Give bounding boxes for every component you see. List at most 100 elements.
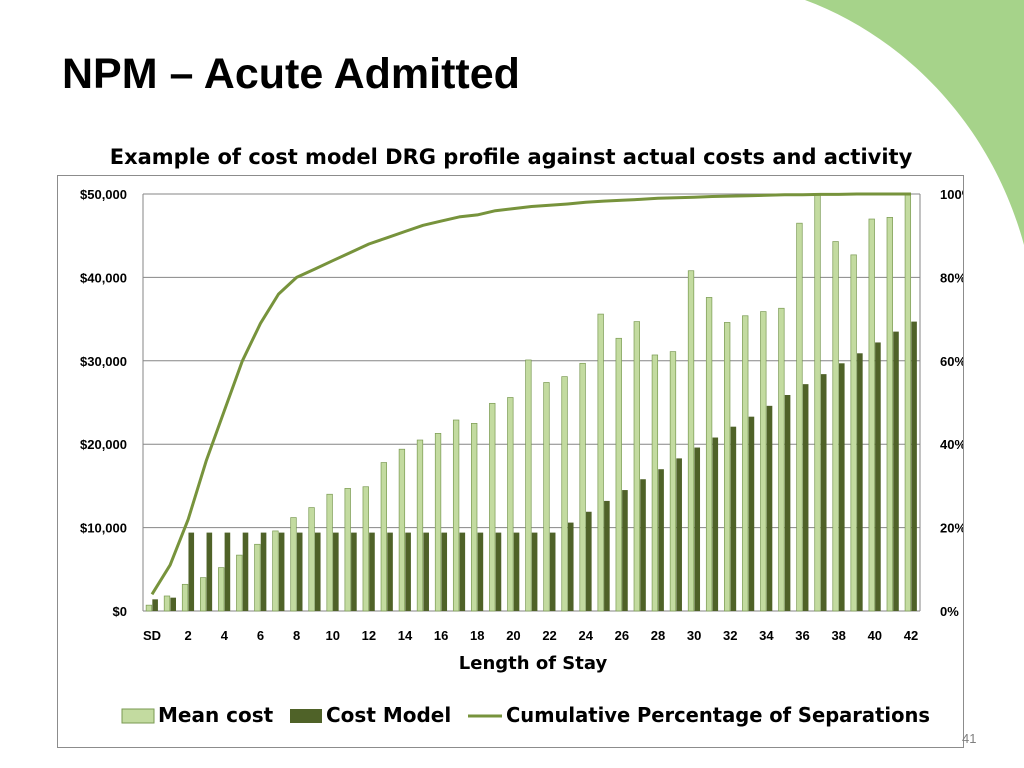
bar-cost-model bbox=[893, 331, 899, 611]
bar-mean-cost bbox=[416, 439, 424, 612]
bar-mean-cost bbox=[705, 297, 713, 612]
bar-mean-cost bbox=[471, 423, 478, 612]
legend-label-cost-model: Cost Model bbox=[326, 703, 451, 727]
x-tick-label: 2 bbox=[185, 628, 192, 643]
bar-mean-cost bbox=[669, 351, 677, 612]
x-tick-label: 18 bbox=[470, 628, 484, 643]
x-tick-label: 14 bbox=[398, 628, 413, 643]
bar-cost-model bbox=[586, 511, 592, 611]
bar-mean-cost bbox=[868, 218, 875, 612]
bar-cost-model bbox=[224, 532, 231, 611]
x-axis-label: Length of Stay bbox=[459, 653, 608, 674]
y-tick-label: $30,000 bbox=[80, 354, 127, 369]
bar-cost-model bbox=[820, 374, 827, 611]
bar-cost-model bbox=[766, 405, 773, 611]
slide-title: NPM – Acute Admitted bbox=[62, 50, 520, 98]
bar-cost-model bbox=[531, 532, 538, 611]
y-tick-label: $10,000 bbox=[80, 521, 127, 536]
chart-title: Example of cost model DRG profile agains… bbox=[109, 145, 913, 169]
legend-swatch-mean-cost bbox=[121, 708, 155, 724]
bar-cost-model bbox=[604, 500, 610, 611]
bar-cost-model bbox=[188, 532, 195, 611]
bar-mean-cost bbox=[886, 217, 893, 612]
bar-cost-model bbox=[260, 532, 267, 611]
bar-cost-model bbox=[802, 384, 809, 611]
bar-cost-model bbox=[441, 532, 448, 611]
bar-cost-model bbox=[748, 416, 755, 611]
bar-mean-cost bbox=[163, 595, 171, 612]
chart-frame: $0 $10,000 $20,000 $30,000 $40,000 $50,000 0% 2… bbox=[57, 175, 964, 748]
x-tick-label: 10 bbox=[325, 628, 339, 643]
x-tick-label: 6 bbox=[257, 628, 264, 643]
x-tick-label: SD bbox=[143, 628, 161, 643]
bar-mean-cost bbox=[452, 419, 460, 612]
bar-cost-model bbox=[405, 532, 411, 611]
bar-cost-model bbox=[351, 532, 357, 611]
y2-tick-label: 0% bbox=[940, 604, 959, 619]
bar-mean-cost bbox=[507, 397, 514, 612]
x-tick-label: 20 bbox=[506, 628, 520, 643]
bar-mean-cost bbox=[525, 359, 532, 612]
y2-tick-label: 20% bbox=[940, 521, 963, 536]
bar-mean-cost bbox=[199, 577, 207, 612]
bar-mean-cost bbox=[434, 433, 442, 612]
y-tick-label: $40,000 bbox=[80, 270, 127, 285]
bar-mean-cost bbox=[181, 583, 189, 612]
bar-mean-cost bbox=[254, 543, 261, 612]
bar-cost-model bbox=[206, 532, 213, 611]
legend-label-mean-cost: Mean cost bbox=[158, 703, 274, 727]
bar-cost-model bbox=[477, 532, 484, 611]
x-tick-label: 4 bbox=[221, 628, 229, 643]
x-tick-label: 32 bbox=[723, 628, 737, 643]
bar-cost-model bbox=[387, 532, 393, 611]
x-tick-label: 26 bbox=[615, 628, 629, 643]
bar-cost-model bbox=[694, 447, 701, 611]
bar-cost-model bbox=[838, 363, 845, 611]
bar-cost-model bbox=[459, 532, 466, 611]
x-tick-label: 8 bbox=[293, 628, 300, 643]
x-tick-label: 40 bbox=[868, 628, 882, 643]
bar-cost-model bbox=[170, 597, 177, 611]
line-cumulative-separations bbox=[150, 192, 911, 596]
bar-cost-model bbox=[423, 532, 429, 611]
y2-tick-label: 40% bbox=[940, 437, 963, 452]
bar-cost-model bbox=[242, 532, 249, 611]
bar-cost-model bbox=[911, 321, 917, 611]
x-tick-label: 16 bbox=[434, 628, 448, 643]
bar-mean-cost bbox=[380, 462, 387, 612]
bar-mean-cost bbox=[543, 382, 550, 612]
bar-mean-cost bbox=[832, 241, 839, 612]
bar-cost-model bbox=[875, 342, 881, 611]
bar-cost-model bbox=[152, 599, 158, 611]
bar-mean-cost bbox=[778, 307, 785, 612]
y2-tick-label: 80% bbox=[940, 270, 963, 285]
bar-cost-model bbox=[730, 426, 737, 611]
legend-label-cumulative: Cumulative Percentage of Separations bbox=[506, 703, 930, 727]
bar-cost-model bbox=[712, 437, 719, 611]
x-tick-label: 30 bbox=[687, 628, 701, 643]
bar-mean-cost bbox=[326, 493, 333, 612]
x-tick-label: 22 bbox=[542, 628, 556, 643]
bar-mean-cost bbox=[904, 193, 912, 612]
x-tick-label: 24 bbox=[578, 628, 593, 643]
bar-cost-model bbox=[314, 532, 321, 611]
y-tick-label: $20,000 bbox=[80, 437, 127, 452]
bar-cost-model bbox=[658, 469, 664, 611]
bar-mean-cost bbox=[615, 337, 622, 612]
bar-cost-model bbox=[622, 490, 628, 611]
x-tick-label: 36 bbox=[795, 628, 809, 643]
bar-cost-model bbox=[278, 532, 285, 611]
bar-mean-cost bbox=[724, 322, 731, 612]
bar-cost-model bbox=[784, 394, 791, 611]
y-tick-label: $50,000 bbox=[80, 187, 127, 202]
bar-mean-cost bbox=[489, 402, 496, 612]
bar-mean-cost bbox=[145, 604, 153, 612]
bar-mean-cost bbox=[272, 530, 279, 612]
y2-tick-label: 100% bbox=[940, 187, 963, 202]
x-tick-label: 34 bbox=[759, 628, 774, 643]
bar-mean-cost bbox=[344, 488, 351, 612]
bar-mean-cost bbox=[651, 354, 659, 612]
x-tick-label: 28 bbox=[651, 628, 665, 643]
bar-mean-cost bbox=[760, 311, 767, 612]
x-tick-label: 42 bbox=[904, 628, 918, 643]
